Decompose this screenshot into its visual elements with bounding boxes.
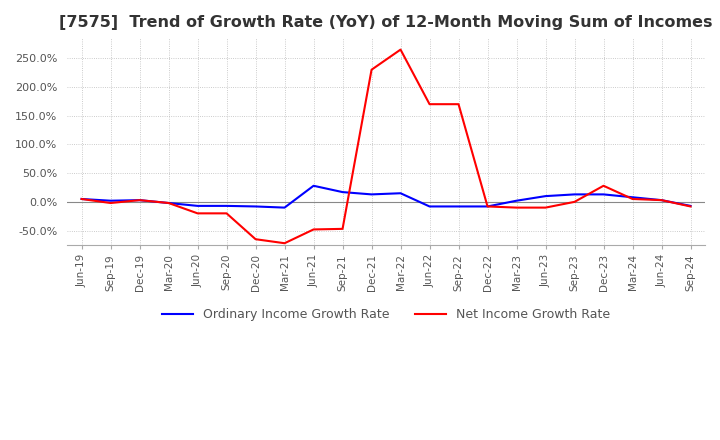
Ordinary Income Growth Rate <box>657 198 666 203</box>
Ordinary Income Growth Rate <box>107 198 115 203</box>
Ordinary Income Growth Rate <box>367 192 376 197</box>
Net Income Growth Rate <box>135 198 144 203</box>
Ordinary Income Growth Rate <box>628 194 636 200</box>
Ordinary Income Growth Rate <box>222 203 231 209</box>
Title: [7575]  Trend of Growth Rate (YoY) of 12-Month Moving Sum of Incomes: [7575] Trend of Growth Rate (YoY) of 12-… <box>59 15 713 30</box>
Net Income Growth Rate <box>599 183 608 188</box>
Ordinary Income Growth Rate <box>280 205 289 210</box>
Ordinary Income Growth Rate <box>483 204 492 209</box>
Net Income Growth Rate <box>309 227 318 232</box>
Net Income Growth Rate <box>193 211 202 216</box>
Net Income Growth Rate <box>454 102 463 107</box>
Ordinary Income Growth Rate <box>309 183 318 188</box>
Ordinary Income Growth Rate <box>338 190 347 195</box>
Net Income Growth Rate <box>628 196 636 202</box>
Net Income Growth Rate <box>686 204 695 209</box>
Ordinary Income Growth Rate <box>426 204 434 209</box>
Net Income Growth Rate <box>426 102 434 107</box>
Net Income Growth Rate <box>541 205 550 210</box>
Net Income Growth Rate <box>396 47 405 52</box>
Ordinary Income Growth Rate <box>686 203 695 209</box>
Ordinary Income Growth Rate <box>541 194 550 199</box>
Net Income Growth Rate <box>570 199 579 205</box>
Ordinary Income Growth Rate <box>164 200 173 205</box>
Net Income Growth Rate <box>251 237 260 242</box>
Ordinary Income Growth Rate <box>135 198 144 203</box>
Net Income Growth Rate <box>222 211 231 216</box>
Net Income Growth Rate <box>483 204 492 209</box>
Line: Ordinary Income Growth Rate: Ordinary Income Growth Rate <box>81 186 690 208</box>
Line: Net Income Growth Rate: Net Income Growth Rate <box>81 50 690 243</box>
Net Income Growth Rate <box>367 67 376 72</box>
Net Income Growth Rate <box>338 226 347 231</box>
Ordinary Income Growth Rate <box>454 204 463 209</box>
Legend: Ordinary Income Growth Rate, Net Income Growth Rate: Ordinary Income Growth Rate, Net Income … <box>157 303 615 326</box>
Net Income Growth Rate <box>280 241 289 246</box>
Ordinary Income Growth Rate <box>193 203 202 209</box>
Net Income Growth Rate <box>512 205 521 210</box>
Ordinary Income Growth Rate <box>599 192 608 197</box>
Ordinary Income Growth Rate <box>77 196 86 202</box>
Ordinary Income Growth Rate <box>512 198 521 203</box>
Net Income Growth Rate <box>77 196 86 202</box>
Net Income Growth Rate <box>164 200 173 205</box>
Ordinary Income Growth Rate <box>251 204 260 209</box>
Net Income Growth Rate <box>657 198 666 203</box>
Ordinary Income Growth Rate <box>396 191 405 196</box>
Net Income Growth Rate <box>107 200 115 205</box>
Ordinary Income Growth Rate <box>570 192 579 197</box>
